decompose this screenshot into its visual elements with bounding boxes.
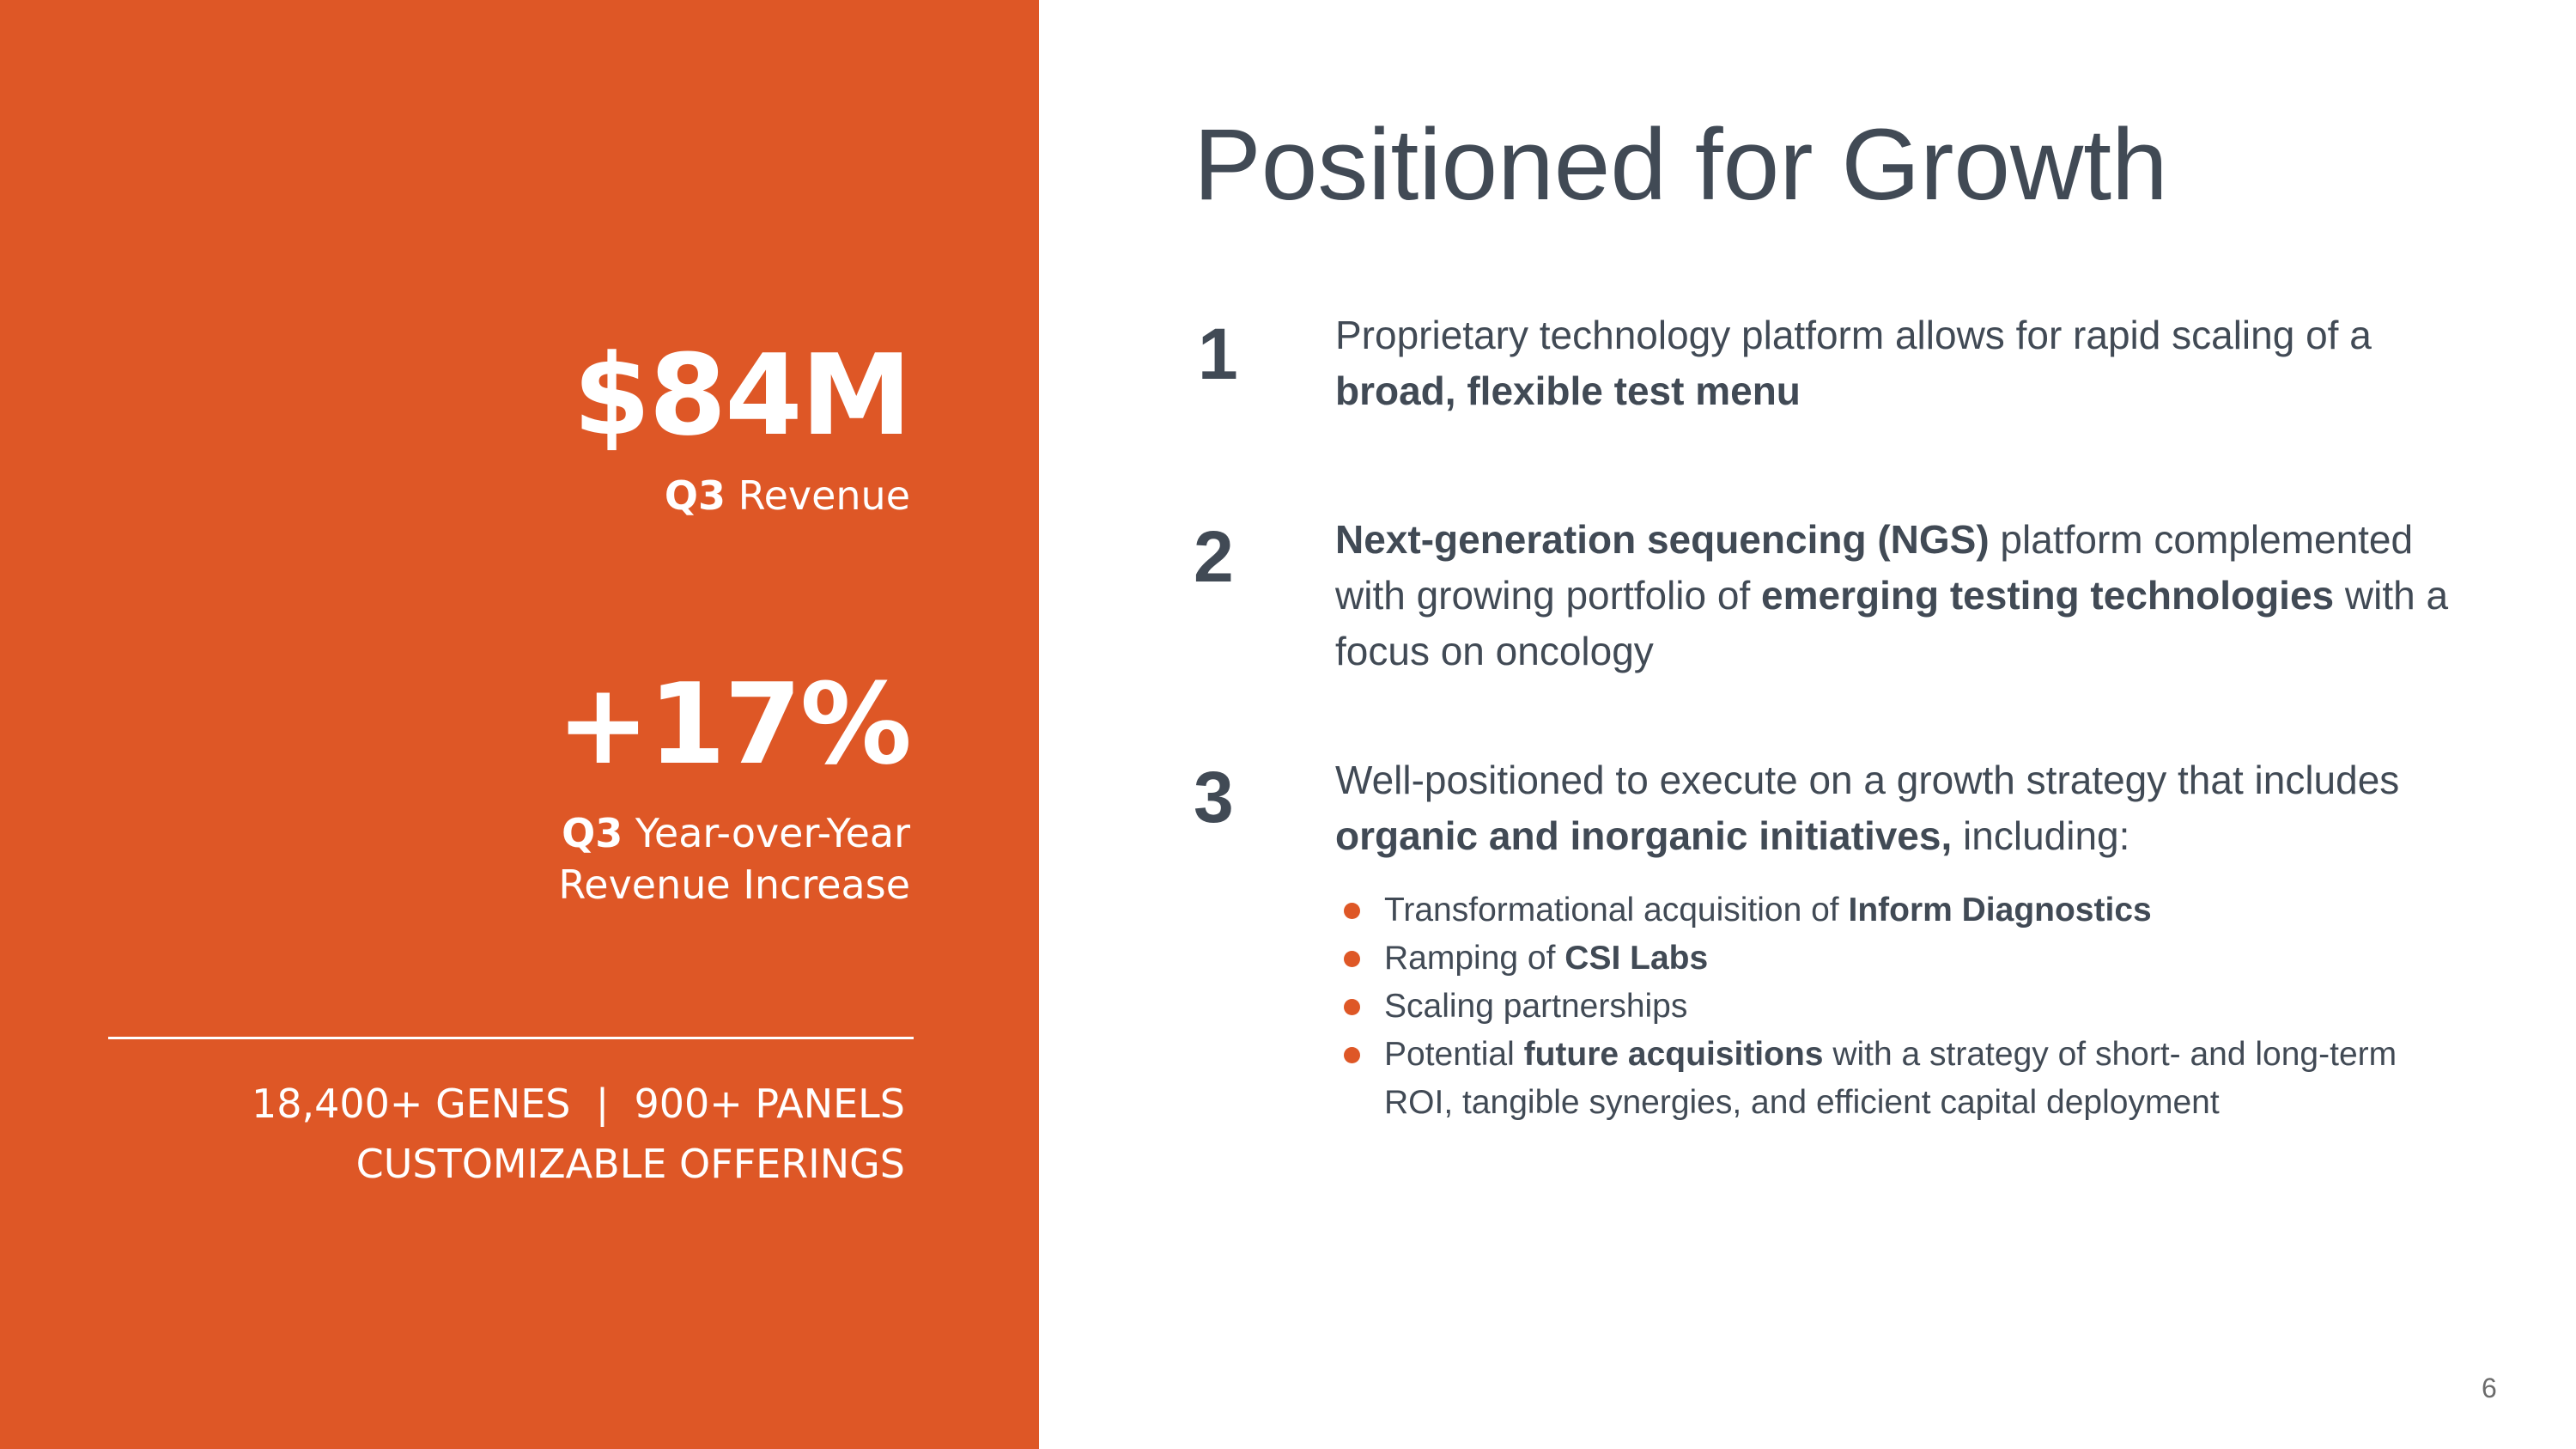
list-item-bold: Inform Diagnostics <box>1848 892 2152 928</box>
growth-stat: +17% Q3 Year-over-Year Revenue Increase <box>556 659 912 910</box>
point-text-part: Proprietary technology platform allows f… <box>1335 313 2372 357</box>
list-item-bold: CSI Labs <box>1564 940 1709 977</box>
list-item-text: Potential <box>1384 1036 1524 1073</box>
revenue-label: Q3 Revenue <box>573 470 910 521</box>
point-text-bold: broad, flexible test menu <box>1335 368 1801 413</box>
point-text-part: with a focus on oncology <box>1335 573 2449 673</box>
list-item-bold: future acquisitions <box>1523 1036 1824 1073</box>
point-text: Well-positioned to execute on a growth s… <box>1335 752 2451 864</box>
point-text-bold: organic and inorganic initiatives, <box>1335 813 1953 858</box>
page-number: 6 <box>2482 1373 2497 1403</box>
page-title: Positioned for Growth <box>1194 108 2168 222</box>
initiatives-list: Transformational acquisition of Inform D… <box>1340 886 2421 1127</box>
divider <box>108 1037 914 1039</box>
growth-label-text: Year-over-Year <box>623 810 910 856</box>
offerings-line-1: 18,400+ GENES | 900+ PANELS <box>251 1081 905 1127</box>
point-number: 1 <box>1198 314 1238 394</box>
list-item: Ramping of CSI Labs <box>1340 935 2421 983</box>
revenue-label-text: Revenue <box>726 472 910 519</box>
point-text-bold: Next-generation sequencing (NGS) <box>1335 517 1990 562</box>
list-item-text: Ramping of <box>1384 940 1565 977</box>
point-text-part: Well-positioned to execute on a growth s… <box>1335 758 2400 802</box>
point-text-bold: emerging testing technologies <box>1761 573 2335 618</box>
list-item: Transformational acquisition of Inform D… <box>1340 886 2421 935</box>
point-number: 2 <box>1194 516 1234 597</box>
list-item: Potential future acquisitions with a str… <box>1340 1031 2421 1127</box>
bullet-dot-icon <box>1344 1047 1360 1063</box>
bullet-dot-icon <box>1344 999 1360 1015</box>
revenue-stat: $84M Q3 Revenue <box>573 330 912 521</box>
bullet-dot-icon <box>1344 951 1360 967</box>
growth-label-line2: Revenue Increase <box>558 861 910 908</box>
list-item-text: with a strategy of short- and long-term … <box>1384 1036 2397 1121</box>
offerings-summary: 18,400+ GENES | 900+ PANELS CUSTOMIZABLE… <box>252 1074 905 1194</box>
growth-value: +17% <box>556 659 912 789</box>
point-text: Proprietary technology platform allows f… <box>1335 307 2451 419</box>
list-item-text: Scaling partnerships <box>1384 988 1688 1025</box>
point-text-part: platform complemented with growing portf… <box>1335 517 2414 618</box>
point-text: Next-generation sequencing (NGS) platfor… <box>1335 512 2451 679</box>
growth-label: Q3 Year-over-Year Revenue Increase <box>556 807 910 910</box>
list-item: Scaling partnerships <box>1340 983 2421 1031</box>
point-number: 3 <box>1194 757 1234 837</box>
offerings-line-2: CUSTOMIZABLE OFFERINGS <box>355 1141 905 1187</box>
revenue-label-quarter: Q3 <box>664 472 726 519</box>
growth-label-quarter: Q3 <box>562 810 623 856</box>
list-item-text: Transformational acquisition of <box>1384 892 1849 928</box>
point-text-part: including: <box>1952 813 2130 858</box>
revenue-value: $84M <box>573 330 912 460</box>
left-panel: $84M Q3 Revenue +17% Q3 Year-over-Year Re… <box>0 0 1039 1449</box>
bullet-dot-icon <box>1344 903 1360 919</box>
